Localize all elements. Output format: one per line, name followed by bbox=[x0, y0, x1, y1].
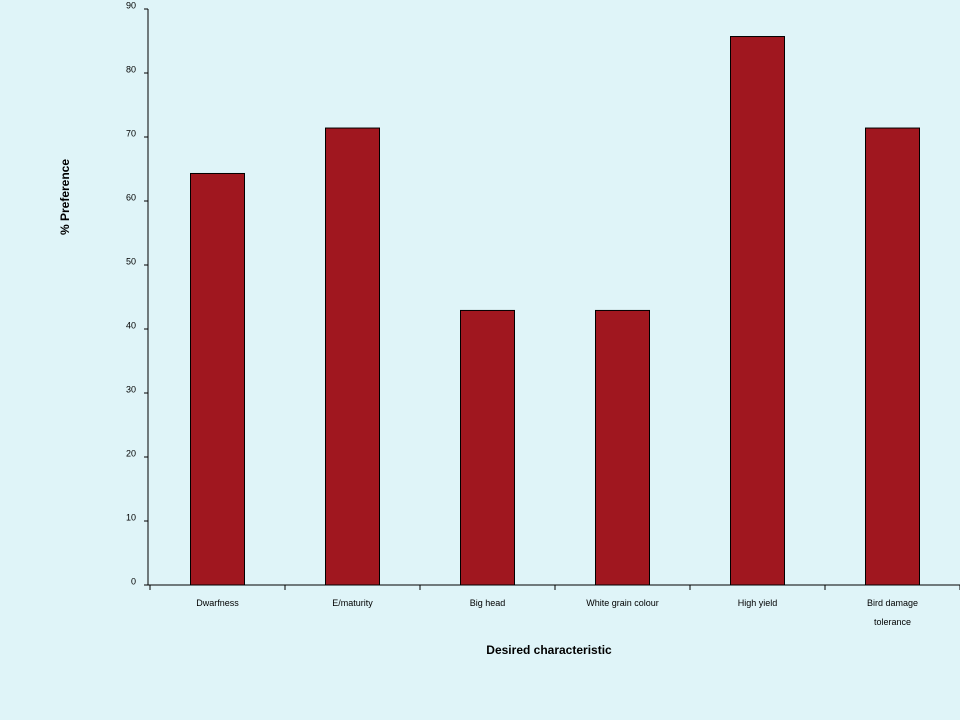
x-tick-label: Dwarfness bbox=[196, 598, 239, 608]
y-tick-label: 20 bbox=[126, 448, 136, 458]
y-tick-label: 90 bbox=[126, 0, 136, 10]
bar bbox=[460, 309, 515, 586]
bar bbox=[865, 127, 920, 586]
y-tick-label: 60 bbox=[126, 192, 136, 202]
x-tick-label: White grain colour bbox=[586, 598, 659, 608]
y-tick-label: 70 bbox=[126, 128, 136, 138]
y-tick-label: 50 bbox=[126, 256, 136, 266]
x-tick-label: Big head bbox=[469, 598, 506, 608]
bar bbox=[325, 127, 380, 586]
bar bbox=[730, 36, 785, 586]
bar bbox=[190, 172, 245, 586]
x-tick-label: E/maturity bbox=[332, 598, 373, 608]
y-tick-label: 10 bbox=[126, 512, 136, 522]
bar bbox=[595, 309, 650, 586]
x-tick-label: Bird damage tolerance bbox=[866, 598, 919, 627]
y-axis-title: % Preference bbox=[58, 159, 72, 235]
y-tick-label: 80 bbox=[126, 64, 136, 74]
x-tick-label: High yield bbox=[737, 598, 778, 608]
x-axis-title: Desired characteristic bbox=[486, 643, 612, 657]
y-tick-label: 0 bbox=[131, 576, 136, 586]
y-tick-label: 40 bbox=[126, 320, 136, 330]
y-tick-label: 30 bbox=[126, 384, 136, 394]
